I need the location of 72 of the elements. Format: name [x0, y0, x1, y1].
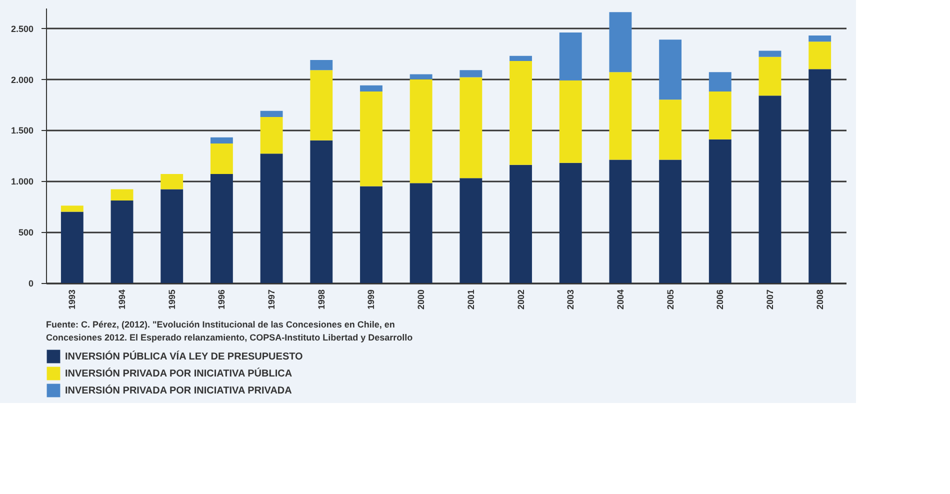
x-tick-label: 1998	[316, 290, 326, 310]
bar	[460, 77, 482, 178]
x-tick-label: 1993	[67, 290, 78, 310]
bar	[559, 32, 582, 80]
x-tick-label: 2001	[466, 290, 476, 310]
bar	[758, 50, 782, 57]
bar	[708, 139, 732, 283]
bar	[609, 12, 632, 72]
bar	[758, 96, 782, 283]
bar	[460, 70, 482, 78]
x-tick-label: 2008	[814, 290, 825, 310]
y-tick-label: 2.500	[10, 24, 34, 34]
y-tick-label: 1.500	[10, 126, 34, 136]
bar	[160, 174, 184, 190]
bar	[758, 56, 782, 96]
x-tick-label: 2006	[715, 290, 726, 310]
y-tick-label: 2.000	[10, 74, 34, 85]
bar	[60, 206, 84, 212]
bar	[210, 137, 233, 144]
bar	[510, 60, 532, 165]
text: Concesiones 2012. El Esperado relanzamiento, COPSA-Instituto Libertad y Desarrollo	[46, 332, 414, 342]
x-tick-label: 2002	[516, 290, 526, 310]
legend-label: INVERSIÓN PRIVADA POR INICIATIVA PÚBLICA	[65, 368, 292, 380]
bar	[360, 92, 382, 186]
x-tick-label: 1999	[366, 290, 376, 310]
source-note: Fuente: C. Pérez, (2012). "Evolución Institucional de las Concesiones en Chile, en	[46, 320, 395, 330]
bar	[310, 70, 333, 140]
x-tick-label: 1995	[166, 290, 177, 310]
bar	[260, 154, 283, 283]
bar	[360, 186, 382, 283]
bar	[210, 174, 233, 283]
bar	[60, 212, 84, 283]
y-tick-label: 1.000	[10, 176, 34, 187]
bar	[410, 74, 432, 80]
y-tick-label: 0	[28, 278, 34, 288]
bar	[708, 92, 732, 140]
bar	[708, 72, 732, 92]
bar	[808, 69, 832, 283]
x-tick-label: 2000	[416, 290, 426, 310]
bar	[559, 162, 582, 283]
bar	[808, 42, 832, 70]
bar	[310, 140, 333, 283]
x-tick-label: 2004	[615, 290, 626, 310]
x-tick-label: 1997	[266, 290, 277, 310]
bar	[659, 40, 682, 100]
bar	[310, 60, 333, 70]
x-tick-label: 2003	[566, 290, 576, 310]
bar	[410, 183, 432, 283]
y-tick-label: 500	[18, 228, 34, 238]
bar	[559, 80, 582, 163]
bar	[110, 189, 134, 200]
legend-label: INVERSIÓN PRIVADA POR INICIATIVA PRIVADA	[65, 384, 292, 396]
x-tick-label: 2005	[665, 290, 676, 310]
bar	[659, 160, 682, 283]
bar	[510, 164, 532, 283]
x-tick-label: 1994	[117, 290, 128, 310]
bar	[460, 178, 482, 283]
bar	[609, 72, 632, 160]
bar	[110, 200, 134, 283]
bar	[360, 85, 382, 92]
bar	[410, 79, 432, 184]
x-tick-label: 1996	[216, 290, 227, 310]
legend-label: INVERSIÓN PÚBLICA VÍA LEY DE PRESUPUESTO	[65, 350, 304, 362]
bar	[160, 189, 184, 283]
bar	[510, 56, 532, 61]
bar	[659, 100, 682, 160]
bar	[260, 110, 283, 117]
bar	[210, 143, 233, 174]
bar	[609, 160, 632, 283]
bar	[808, 36, 832, 42]
x-tick-label: 2007	[764, 290, 775, 310]
bar	[260, 116, 283, 154]
